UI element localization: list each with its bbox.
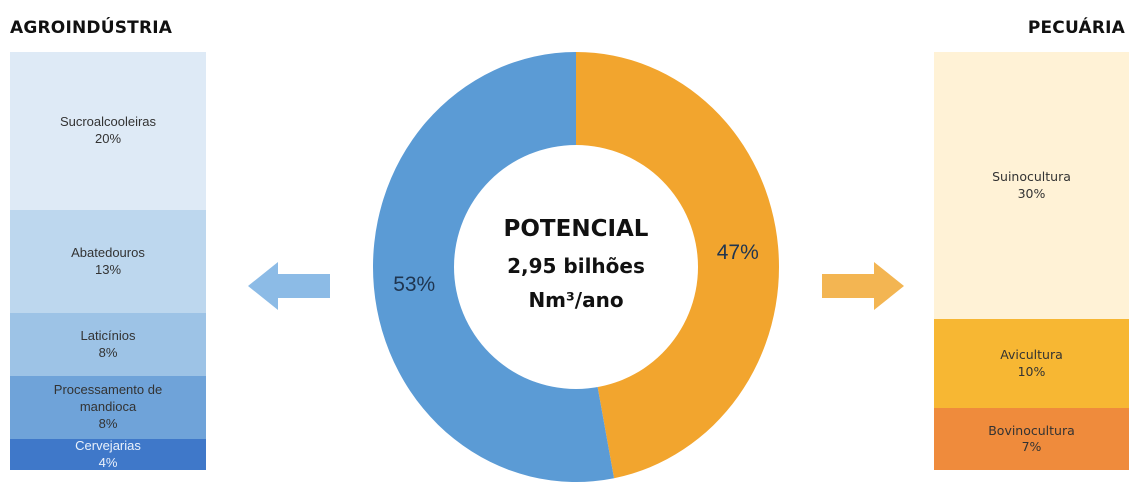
agro-segment: Abatedouros 13% bbox=[10, 210, 206, 313]
agro-segment-percent: 13% bbox=[94, 261, 122, 277]
agroindustria-title: AGROINDÚSTRIA bbox=[10, 18, 173, 38]
agro-segment-name: Sucroalcooleiras bbox=[59, 114, 157, 130]
potencial-donut-chart: 47% 53% POTENCIAL 2,95 bilhões Nm³/ano bbox=[373, 52, 779, 482]
agro-segment: Sucroalcooleiras 20% bbox=[10, 52, 206, 210]
pecuaria-segment: Avicultura 10% bbox=[934, 319, 1129, 408]
pecuaria-segment-name: Bovinocultura bbox=[988, 422, 1075, 438]
donut-center-line2: Nm³/ano bbox=[528, 288, 623, 312]
pecuaria-segment-name: Suinocultura bbox=[992, 169, 1071, 185]
agro-segment-percent: 4% bbox=[98, 454, 118, 470]
pecuaria-breakdown: Suinocultura 30% Avicultura 10% Bovinocultur… bbox=[934, 52, 1129, 470]
agro-segment: Processamento de mandioca 8% bbox=[10, 376, 206, 439]
arrow-right-icon bbox=[822, 262, 904, 310]
agro-segment-name: Abatedouros bbox=[71, 244, 145, 260]
agro-segment-percent: 20% bbox=[94, 131, 122, 146]
agro-segment-name: Processamento de mandioca bbox=[53, 382, 163, 415]
agro-segment-percent: 8% bbox=[98, 415, 118, 431]
agroindustria-breakdown: Sucroalcooleiras 20% Abatedouros 13% Laticín… bbox=[10, 52, 206, 470]
arrow-left-icon bbox=[248, 262, 330, 310]
pecuaria-segment: Bovinocultura 7% bbox=[934, 408, 1129, 470]
agro-segment: Laticínios 8% bbox=[10, 313, 206, 376]
pecuaria-segment-percent: 10% bbox=[1017, 363, 1046, 379]
donut-center-line1: 2,95 bilhões bbox=[507, 254, 645, 278]
agro-segment: Cervejarias 4% bbox=[10, 439, 206, 470]
agro-segment-name: Cervejarias bbox=[75, 439, 141, 453]
agro-segment-percent: 8% bbox=[98, 344, 118, 360]
donut-hole bbox=[454, 145, 698, 389]
pecuaria-segment-percent: 30% bbox=[1017, 185, 1046, 201]
agro-segment-name: Laticínios bbox=[80, 327, 136, 343]
pecuaria-title: PECUÁRIA bbox=[1027, 18, 1125, 38]
pecuaria-segment: Suinocultura 30% bbox=[934, 52, 1129, 319]
donut-center-title: POTENCIAL bbox=[504, 216, 649, 242]
donut-slice-label: 47% bbox=[717, 241, 759, 264]
pecuaria-segment-name: Avicultura bbox=[1000, 347, 1063, 363]
donut-slice-label: 53% bbox=[393, 273, 435, 296]
pecuaria-segment-percent: 7% bbox=[1021, 439, 1042, 454]
